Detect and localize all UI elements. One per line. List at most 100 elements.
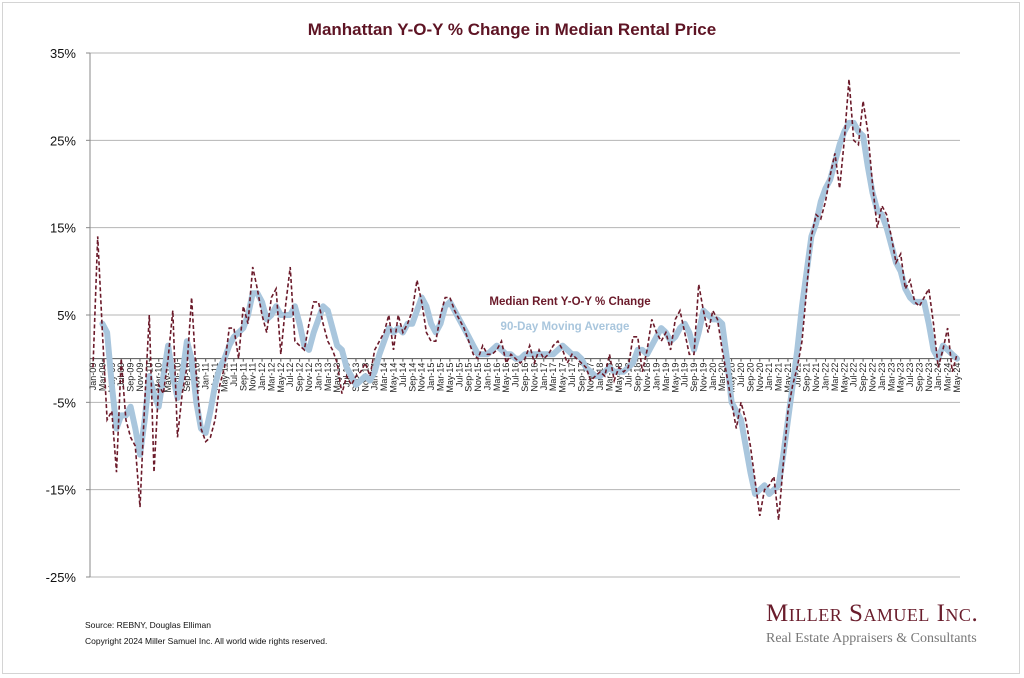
y-tick-label: -15%	[46, 483, 77, 498]
x-tick-label: Sep-10	[182, 363, 192, 392]
x-tick-label: Jan-16	[482, 363, 492, 391]
x-tick-label: Nov-12	[304, 363, 314, 392]
x-tick-label: Mar-09	[97, 363, 107, 392]
x-tick-label: Sep-20	[745, 363, 755, 392]
x-tick-label: May-19	[670, 363, 680, 393]
x-tick-label: Jan-13	[313, 363, 323, 391]
x-tick-label: Mar-15	[435, 363, 445, 392]
x-tick-label: Nov-23	[924, 363, 934, 392]
series-line-median-rent-yoy	[92, 79, 958, 521]
x-tick-label: Jul-11	[229, 363, 239, 387]
x-tick-label: Mar-10	[154, 363, 164, 392]
x-tick-label: May-24	[952, 363, 962, 393]
x-tick-label: May-15	[445, 363, 455, 393]
legend-median-rent: Median Rent Y-O-Y % Change	[489, 296, 650, 308]
x-tick-label: May-17	[558, 363, 568, 393]
x-tick-label: Jan-09	[88, 363, 98, 391]
x-tick-label: Nov-17	[586, 363, 596, 392]
logo-name: Miller Samuel Inc.	[766, 600, 979, 627]
x-tick-label: Sep-21	[802, 363, 812, 392]
x-tick-label: Mar-18	[605, 363, 615, 392]
x-tick-label: May-14	[389, 363, 399, 393]
x-tick-label: Mar-20	[717, 363, 727, 392]
x-tick-label: Jul-21	[792, 363, 802, 388]
x-tick-label: Jan-22	[821, 363, 831, 391]
x-tick-label: Jul-16	[511, 363, 521, 388]
x-tick-label: Nov-14	[417, 363, 427, 392]
x-tick-label: Jul-20	[736, 363, 746, 388]
x-tick-label: Jul-23	[905, 363, 915, 388]
x-tick-label: May-22	[839, 363, 849, 393]
y-tick-label: 5%	[57, 308, 76, 323]
x-tick-label: Jul-17	[567, 363, 577, 388]
x-tick-label: Mar-14	[379, 363, 389, 392]
x-tick-label: May-12	[276, 363, 286, 393]
x-tick-label: Jan-12	[257, 363, 267, 391]
y-tick-label: 35%	[50, 46, 76, 61]
x-tick-label: Jan-20	[708, 363, 718, 391]
x-tick-label: Jan-19	[651, 363, 661, 391]
x-tick-label: Sep-16	[520, 363, 530, 392]
x-tick-label: Jan-23	[877, 363, 887, 391]
x-tick-label: Sep-12	[295, 363, 305, 392]
chart-title: Manhattan Y-O-Y % Change in Median Renta…	[307, 20, 717, 39]
x-tick-label: Jan-21	[764, 363, 774, 391]
x-tick-label: Mar-23	[886, 363, 896, 392]
x-tick-label: Sep-15	[464, 363, 474, 392]
x-tick-label: Mar-24	[943, 363, 953, 392]
x-tick-label: Nov-20	[755, 363, 765, 392]
x-tick-label: May-13	[332, 363, 342, 393]
x-tick-label: Nov-19	[698, 363, 708, 392]
x-tick-label: Mar-13	[323, 363, 333, 392]
x-tick-label: Sep-09	[126, 363, 136, 392]
x-tick-label: May-16	[501, 363, 511, 393]
x-tick-label: Nov-15	[473, 363, 483, 392]
legend-moving-average: 90-Day Moving Average	[501, 321, 630, 333]
x-tick-label: Jan-15	[426, 363, 436, 391]
x-tick-label: Jan-11	[201, 363, 211, 390]
x-tick-label: Mar-21	[774, 363, 784, 392]
source-note: Source: REBNY, Douglas Elliman	[85, 620, 211, 630]
x-tick-label: May-23	[896, 363, 906, 393]
x-tick-label: Mar-19	[661, 363, 671, 392]
x-tick-label: Sep-17	[576, 363, 586, 392]
logo-tagline: Real Estate Appraisers & Consultants	[766, 631, 977, 646]
x-tick-label: Nov-18	[642, 363, 652, 392]
x-tick-label: Jul-12	[285, 363, 295, 388]
y-tick-label: 25%	[50, 133, 76, 148]
copyright-note: Copyright 2024 Miller Samuel Inc. All wo…	[85, 636, 328, 646]
x-tick-label: Mar-22	[830, 363, 840, 392]
y-tick-label: -25%	[46, 570, 77, 585]
x-tick-label: Jul-22	[849, 363, 859, 388]
x-tick-label: May-10	[163, 363, 173, 393]
x-tick-label: Jul-14	[398, 363, 408, 388]
x-tick-label: Mar-17	[548, 363, 558, 392]
x-tick-label: Sep-18	[633, 363, 643, 392]
x-tick-label: Jul-10	[173, 363, 183, 388]
x-tick-label: May-21	[783, 363, 793, 393]
x-tick-label: Sep-19	[689, 363, 699, 392]
x-tick-label: Mar-16	[492, 363, 502, 392]
y-tick-label: -5%	[53, 395, 77, 410]
x-tick-label: May-18	[614, 363, 624, 393]
y-tick-label: 15%	[50, 221, 76, 236]
x-tick-label: Jul-19	[680, 363, 690, 388]
x-tick-label: Sep-23	[914, 363, 924, 392]
x-tick-label: Jul-18	[623, 363, 633, 388]
x-tick-label: Jul-15	[454, 363, 464, 388]
x-tick-label: May-11	[219, 363, 229, 392]
x-tick-label: Nov-16	[529, 363, 539, 392]
x-tick-label: Mar-12	[266, 363, 276, 392]
x-tick-label: Sep-11	[238, 363, 248, 391]
x-tick-label: Sep-14	[407, 363, 417, 392]
x-tick-label: Jan-24	[933, 363, 943, 391]
x-tick-label: Jan-17	[539, 363, 549, 391]
x-tick-label: Sep-22	[858, 363, 868, 392]
x-tick-label: Nov-09	[135, 363, 145, 392]
x-tick-label: Nov-11	[248, 363, 258, 391]
x-tick-label: Nov-22	[867, 363, 877, 392]
series-line-90-day-moving-average	[99, 119, 960, 497]
x-tick-label: Nov-21	[811, 363, 821, 392]
